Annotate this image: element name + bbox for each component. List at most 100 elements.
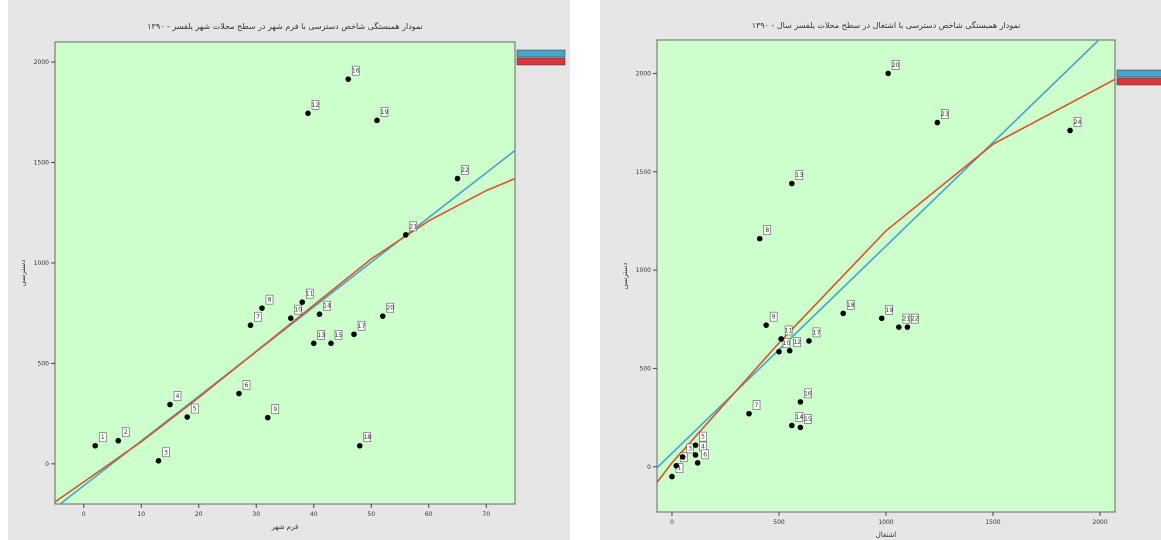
point-label: 8	[765, 227, 769, 234]
data-point	[402, 232, 409, 238]
point-label-box	[804, 388, 812, 399]
y-axis-label: دسترسی	[19, 260, 27, 287]
data-point	[236, 390, 242, 397]
point-label-box	[386, 302, 395, 313]
point-label: 15	[335, 332, 343, 339]
point-label: 5	[701, 434, 705, 441]
point-label: 10	[783, 340, 791, 347]
point-label-box	[902, 313, 911, 324]
y-tick-label: 0	[647, 464, 651, 471]
x-tick-label: 30	[252, 511, 260, 518]
point-label-box	[323, 300, 331, 311]
x-tick-label: 50	[367, 511, 375, 518]
point-label-box	[763, 225, 772, 235]
y-tick-label: 2000	[34, 59, 49, 66]
x-tick-label: 500	[773, 519, 785, 526]
point-label: 5	[193, 406, 197, 413]
point-label-box	[793, 337, 801, 348]
y-tick-label: 1000	[636, 267, 651, 274]
data-point	[669, 473, 675, 480]
point-label-box	[265, 294, 274, 305]
point-label: 12	[793, 339, 801, 346]
point-label-box	[812, 327, 821, 338]
data-point	[673, 462, 680, 469]
point-label: 14	[796, 414, 804, 421]
x-tick-label: 2000	[1092, 519, 1107, 526]
point-label-box	[254, 311, 262, 322]
data-point	[763, 322, 769, 328]
point-label: 24	[1074, 119, 1082, 126]
data-point	[896, 324, 902, 330]
point-label-box	[294, 304, 303, 315]
x-tick-label: 10	[137, 511, 145, 518]
data-point	[692, 442, 699, 448]
data-point	[287, 315, 294, 321]
point-label-box	[363, 432, 372, 443]
point-label: 1	[101, 434, 105, 441]
point-label-box	[173, 391, 182, 401]
data-point	[184, 414, 191, 420]
y-tick-label: 2000	[636, 70, 651, 77]
point-label: 1	[678, 465, 682, 472]
data-point	[934, 119, 941, 126]
plot-area	[54, 41, 516, 505]
y-tick-label: 0	[45, 461, 49, 468]
point-label: 22	[911, 316, 919, 323]
point-label: 16	[352, 68, 360, 75]
data-point	[746, 410, 752, 417]
point-label-box	[242, 380, 251, 390]
data-point	[345, 76, 352, 82]
point-label: 19	[885, 307, 893, 314]
legend-swatch-1	[516, 49, 566, 58]
point-label: 4	[176, 393, 180, 400]
plot-area	[656, 39, 1116, 513]
point-label-box	[941, 109, 949, 119]
data-point	[797, 424, 804, 431]
point-label-box	[271, 404, 280, 414]
point-label-box	[409, 221, 418, 232]
point-label-box	[885, 304, 894, 315]
y-tick-label: 1000	[34, 260, 49, 267]
x-axis-label: فرم شهر	[271, 523, 299, 531]
point-label: 13	[796, 172, 804, 179]
point-label-box	[782, 338, 791, 349]
x-tick-label: 70	[482, 511, 490, 518]
data-point	[786, 347, 793, 354]
y-tick-label: 1500	[636, 169, 651, 176]
point-label: 18	[847, 302, 855, 309]
data-point	[776, 348, 782, 355]
point-label-box	[380, 107, 389, 117]
data-point	[1067, 127, 1073, 134]
legend-swatch-2	[516, 57, 566, 66]
chart-panel-left: نمودار همبستگی شاخص دسترسی با فرم شهر در…	[8, 0, 570, 540]
point-label: 7	[755, 402, 759, 409]
data-point	[351, 331, 357, 338]
point-label: 9	[772, 314, 776, 321]
data-point	[454, 175, 461, 182]
x-tick-label: 60	[425, 511, 433, 518]
point-label: 3	[164, 449, 168, 456]
point-label: 11	[306, 291, 314, 298]
point-label: 10	[294, 307, 302, 314]
point-label: 17	[358, 323, 366, 330]
point-label: 20	[386, 305, 394, 312]
point-label: 6	[703, 451, 707, 458]
data-point	[356, 442, 363, 449]
x-tick-label: 20	[195, 511, 203, 518]
data-point	[316, 311, 323, 317]
point-label: 2	[124, 429, 128, 436]
point-label: 21	[903, 316, 911, 323]
point-label-box	[686, 443, 694, 454]
data-point	[778, 336, 784, 342]
data-point	[885, 70, 891, 77]
point-label-box	[162, 447, 170, 458]
point-label: 23	[941, 111, 949, 118]
data-point	[878, 315, 885, 322]
y-tick-label: 1500	[34, 160, 49, 167]
data-point	[379, 313, 386, 319]
fit-line-2	[55, 177, 515, 503]
legend-swatch-1	[1116, 69, 1161, 78]
data-point	[374, 117, 380, 124]
data-point	[247, 322, 254, 329]
scatter-chart-urban-form: نمودار همبستگی شاخص دسترسی با فرم شهر در…	[19, 21, 566, 531]
